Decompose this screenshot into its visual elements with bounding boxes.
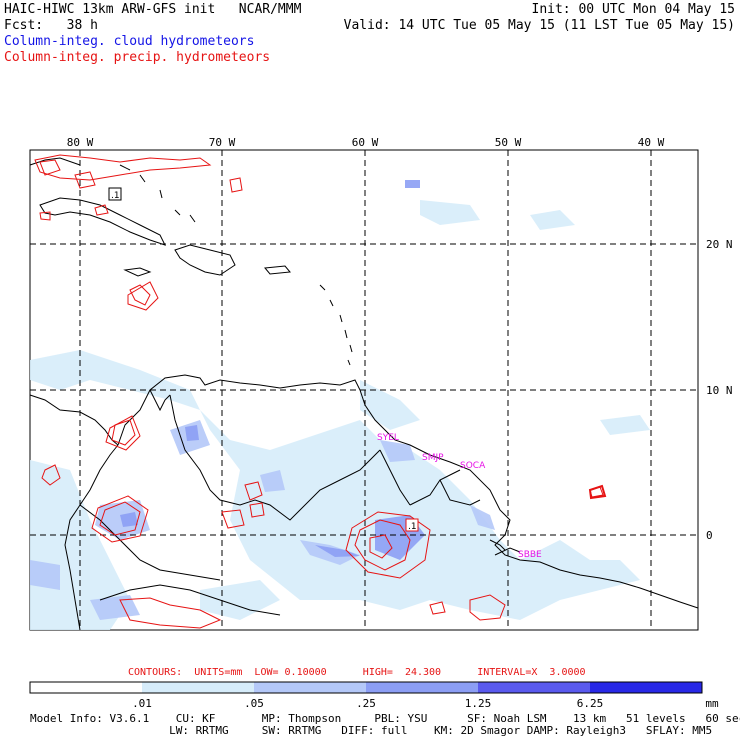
lon-label-60w: 60 W xyxy=(352,136,379,149)
colorbar-label-25: .25 xyxy=(356,697,376,710)
lon-label-70w: 70 W xyxy=(209,136,236,149)
precip-contours xyxy=(34,154,607,629)
lat-label-20n: 20 N xyxy=(706,238,733,251)
station-smjp: SMJP xyxy=(422,453,444,463)
lat-lon-grid xyxy=(30,150,698,630)
lat-label-0: 0 xyxy=(706,529,713,542)
lon-label-40w: 40 W xyxy=(638,136,665,149)
colorbar xyxy=(29,681,703,694)
model-info-line-1: Model Info: V3.6.1 CU: KF MP: Thompson P… xyxy=(30,712,740,725)
station-syel: SYEL xyxy=(377,433,399,443)
colorbar-label-01: .01 xyxy=(132,697,152,710)
model-title: HAIC-HIWC 13km ARW-GFS init NCAR/MMM xyxy=(4,2,302,17)
lat-label-10n: 10 N xyxy=(706,384,733,397)
colorbar-label-625: 6.25 xyxy=(576,697,604,710)
colorbar-units: mm xyxy=(705,697,719,710)
cloud-field-label: Column-integ. cloud hydrometeors xyxy=(4,34,255,49)
init-time: Init: 00 UTC Mon 04 May 15 xyxy=(531,2,736,17)
precip-field-label: Column-integ. precip. hydrometeors xyxy=(4,50,271,65)
lon-label-50w: 50 W xyxy=(495,136,522,149)
lon-label-80w: 80 W xyxy=(67,136,94,149)
colorbar-label-05: .05 xyxy=(244,697,264,710)
contour-label-caribbean: .1 xyxy=(111,191,120,201)
contour-info: CONTOURS: UNITS=mm LOW= 0.10000 HIGH= 24… xyxy=(128,667,586,678)
contour-label-amazon: .1 xyxy=(408,522,417,532)
valid-time: Valid: 14 UTC Tue 05 May 15 (11 LST Tue … xyxy=(343,18,735,33)
station-soca: SOCA xyxy=(460,461,486,471)
colorbar-label-125: 1.25 xyxy=(464,697,492,710)
forecast-hour: Fcst: 38 h xyxy=(4,18,98,33)
station-sbbe: SBBE xyxy=(518,550,542,560)
coastlines xyxy=(29,157,699,631)
model-info-line-2: LW: RRTMG SW: RRTMG DIFF: full KM: 2D Sm… xyxy=(30,724,713,737)
